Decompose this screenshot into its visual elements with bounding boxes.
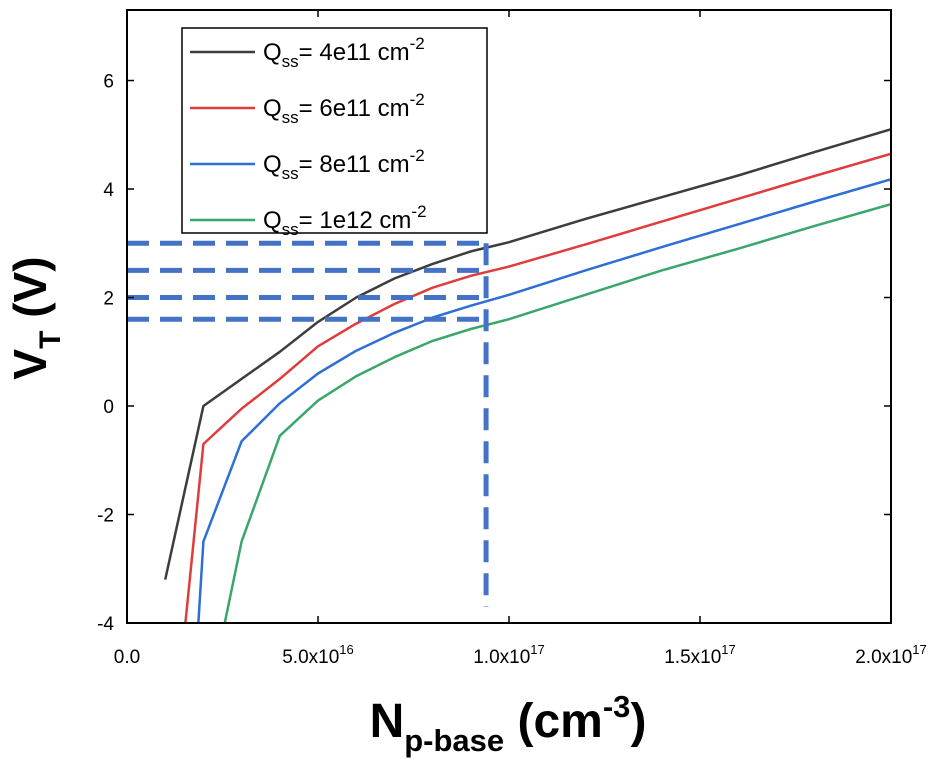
legend-label-2-part-1: ss xyxy=(282,164,299,183)
x-tick-label-sup-3: 17 xyxy=(721,642,735,657)
legend-label-3-part-0: Q xyxy=(263,207,282,234)
x-axis-title-rest: (cm xyxy=(504,695,603,748)
x-axis-title-close: ) xyxy=(630,695,646,748)
reference-lines xyxy=(127,240,489,607)
x-tick-label-1: 5.0x1016 xyxy=(282,642,354,668)
legend-label-0-part-0: Q xyxy=(263,39,282,66)
y-tick-label-0: -4 xyxy=(97,614,114,635)
y-axis-title: VT (V) xyxy=(4,256,67,379)
y-tick-label-4: 4 xyxy=(103,180,114,201)
x-tick-label-4: 2.0x1017 xyxy=(855,642,927,668)
x-tick-label-base-4: 2.0x10 xyxy=(855,647,912,668)
legend-label-2-part-3: -2 xyxy=(410,146,425,165)
y-tick-label-5: 6 xyxy=(103,72,114,93)
legend-box xyxy=(181,27,488,234)
y-tick-label-1: -2 xyxy=(97,506,114,527)
x-tick-label-base-0: 0.0 xyxy=(114,647,140,668)
series-line-0 xyxy=(163,128,891,580)
x-tick-label-base-1: 5.0x10 xyxy=(282,647,339,668)
y-tick-label-3: 2 xyxy=(103,289,114,310)
legend-label-0-part-3: -2 xyxy=(410,34,425,53)
x-tick-label-base-2: 1.0x10 xyxy=(473,647,530,668)
legend-label-1-part-2: = 6e11 cm xyxy=(299,95,410,122)
x-tick-label-3: 1.5x1017 xyxy=(664,642,736,668)
legend-label-3-part-2: = 1e12 cm xyxy=(299,207,412,234)
y-tick-label-2: 0 xyxy=(103,397,114,418)
y-axis-title-main: V xyxy=(4,349,56,380)
x-axis-title: Np-base (cm-3) xyxy=(370,689,647,758)
x-tick-label-sup-4: 17 xyxy=(912,642,926,657)
x-axis-title-sup: -3 xyxy=(603,689,631,724)
x-tick-label-sup-2: 17 xyxy=(530,642,544,657)
x-tick-label-sup-1: 16 xyxy=(339,642,353,657)
legend-label-3: Qss= 1e12 cm-2 xyxy=(263,202,427,239)
y-axis-title-sub: T xyxy=(34,331,67,349)
legend-label-1-part-3: -2 xyxy=(410,90,425,109)
legend-label-1-part-1: ss xyxy=(282,108,299,127)
x-tick-label-0: 0.0 xyxy=(114,647,140,668)
legend-label-3-part-3: -2 xyxy=(411,202,426,221)
y-axis-title-rest: (V) xyxy=(4,256,56,330)
ticks: 0.0 5.0x1016 1.0x1017 1.5x1017 2.0x1017-4-20… xyxy=(97,10,927,668)
x-axis-title-main: N xyxy=(370,695,405,748)
legend-label-2-part-0: Q xyxy=(263,151,282,178)
legend-label-0-part-2: = 4e11 cm xyxy=(299,39,410,66)
legend-label-0-part-1: ss xyxy=(282,52,299,71)
series-line-2 xyxy=(197,178,891,623)
x-axis-title-sub: p-base xyxy=(404,723,504,758)
legend-label-3-part-1: ss xyxy=(282,220,299,239)
x-tick-label-base-3: 1.5x10 xyxy=(664,647,721,668)
series-line-3 xyxy=(223,202,891,623)
legend-label-1: Qss= 6e11 cm-2 xyxy=(263,90,425,127)
legend-label-0: Qss= 4e11 cm-2 xyxy=(263,34,425,71)
x-tick-label-2: 1.0x1017 xyxy=(473,642,545,668)
legend-label-2: Qss= 8e11 cm-2 xyxy=(263,146,425,183)
legend-label-2-part-2: = 8e11 cm xyxy=(299,151,410,178)
legend-label-1-part-0: Q xyxy=(263,95,282,122)
series-line-1 xyxy=(184,152,891,623)
